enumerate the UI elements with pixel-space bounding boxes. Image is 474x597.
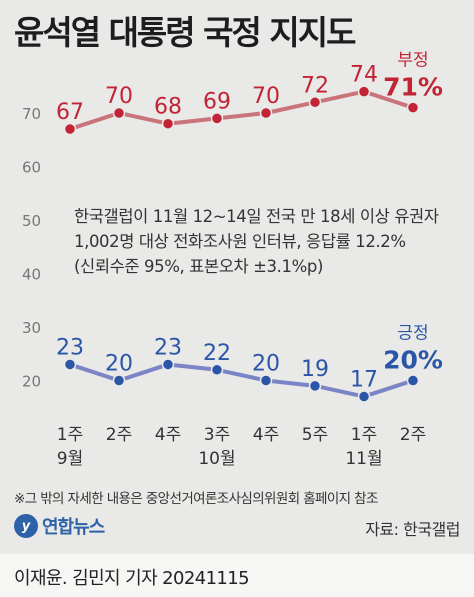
- data-label: 74: [350, 63, 378, 88]
- x-tick-label: 3주: [204, 425, 230, 445]
- data-points: [63, 85, 420, 403]
- credit-bar: 이재윤. 김민지 기자 20241115: [0, 554, 474, 597]
- data-point: [161, 117, 175, 130]
- x-tick-label: 4주: [253, 425, 279, 445]
- series-line: [68, 362, 415, 399]
- survey-note: 한국갤럽이 11월 12~14일 전국 만 18세 이상 유권자 1,002명 …: [74, 204, 470, 279]
- value-labels: 67 70 68 69 70 72 74 23 20 23 22 20 19 17: [56, 63, 378, 393]
- data-label: 23: [56, 335, 84, 360]
- data-point: [357, 390, 371, 403]
- data-label: 67: [56, 100, 84, 125]
- x-tick-label: 1주: [57, 425, 83, 445]
- data-point: [112, 374, 126, 387]
- x-axis-labels: 1주 9월 2주 4주 3주 10월 4주 5주 1주 11월 2주: [57, 425, 426, 469]
- x-tick-label: 1주: [351, 425, 377, 445]
- data-label: 72: [301, 73, 329, 98]
- data-point: [63, 122, 77, 136]
- data-point: [357, 85, 371, 98]
- y-tick-label: 60: [22, 159, 41, 177]
- data-point: [406, 101, 420, 114]
- x-tick-label: 4주: [155, 425, 181, 445]
- data-point: [161, 358, 175, 371]
- y-axis-ticks: 20 30 40 50 60 70: [22, 105, 41, 391]
- data-point: [308, 96, 322, 109]
- data-label: 22: [203, 341, 231, 366]
- line-chart: 20 30 40 50 60 70 67 70 68 69 70 72 74 23 20 23 22 20 19 1…: [22, 51, 443, 469]
- data-point: [210, 363, 224, 377]
- data-label: 19: [301, 357, 329, 382]
- survey-note-line: 1,002명 대상 전화조사원 인터뷰, 응답률 12.2%: [74, 232, 406, 251]
- chart-title: 윤석열 대통령 국정 지지도: [14, 13, 356, 52]
- data-label: 23: [154, 335, 182, 360]
- data-point: [259, 374, 273, 387]
- series-name-label: 긍정: [397, 324, 428, 344]
- series-latest-label: 71%: [383, 73, 443, 102]
- data-label: 70: [105, 84, 133, 109]
- footnote: ※그 밖의 자세한 내용은 중앙선거여론조사심의위원회 홈페이지 참조: [14, 491, 378, 507]
- data-point: [259, 106, 273, 120]
- data-label: 17: [350, 368, 378, 393]
- x-tick-label: 2주: [106, 425, 132, 445]
- series-line: [68, 89, 415, 132]
- data-point: [210, 112, 224, 125]
- data-label: 69: [203, 89, 231, 114]
- yonhap-logo-icon: y: [14, 514, 38, 538]
- y-tick-label: 20: [22, 373, 41, 391]
- source-label: 자료: 한국갤럽: [365, 520, 460, 539]
- series-lines: [68, 89, 415, 399]
- series-name-label: 부정: [397, 51, 428, 71]
- data-label: 68: [154, 95, 182, 120]
- logo-text: 연합뉴스: [42, 517, 105, 538]
- x-month-label: 9월: [57, 449, 83, 469]
- data-label: 20: [252, 352, 280, 377]
- y-tick-label: 40: [22, 266, 41, 284]
- y-tick-label: 50: [22, 212, 41, 230]
- data-label: 70: [252, 84, 280, 109]
- survey-note-line: (신뢰수준 95%, 표본오차 ±3.1%p): [74, 257, 323, 276]
- x-tick-label: 5주: [302, 425, 328, 445]
- x-tick-label: 2주: [400, 425, 426, 445]
- survey-note-line: 한국갤럽이 11월 12~14일 전국 만 18세 이상 유권자: [74, 207, 439, 226]
- series-latest-label: 20%: [383, 346, 443, 375]
- credit-text: 이재윤. 김민지 기자 20241115: [14, 568, 250, 589]
- data-label: 20: [105, 352, 133, 377]
- x-month-label: 11월: [345, 449, 382, 469]
- data-point: [308, 379, 322, 393]
- data-point: [406, 374, 420, 387]
- x-month-label: 10월: [198, 449, 235, 469]
- data-point: [63, 358, 77, 371]
- y-tick-label: 30: [22, 319, 41, 337]
- y-tick-label: 70: [22, 105, 41, 123]
- yonhap-logo: y 연합뉴스: [14, 512, 105, 540]
- data-point: [112, 106, 126, 120]
